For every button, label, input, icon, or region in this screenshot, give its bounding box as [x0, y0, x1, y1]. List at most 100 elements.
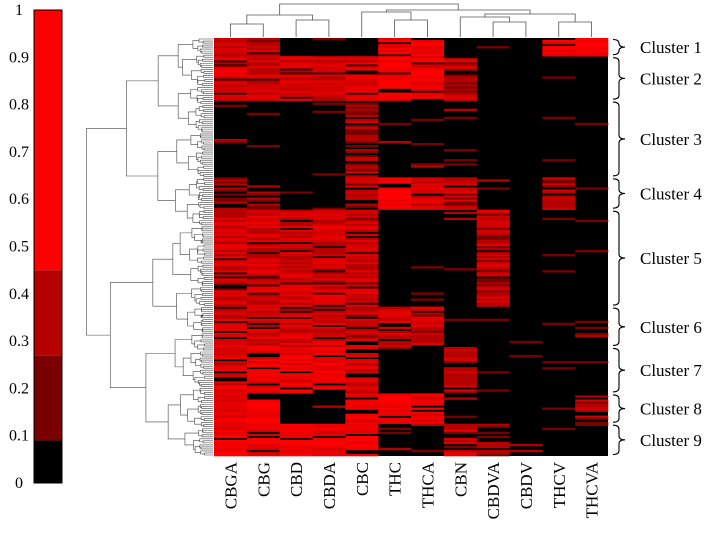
heatmap-cell — [279, 290, 313, 293]
heatmap-cell — [246, 409, 280, 412]
heatmap-cell — [345, 163, 379, 166]
heatmap-cell — [345, 367, 379, 370]
heatmap-cell — [345, 399, 379, 402]
heatmap-cell — [214, 231, 248, 235]
heatmap-cell — [214, 46, 248, 49]
row-dendrogram-link — [201, 83, 213, 86]
row-dendrogram-link — [195, 120, 200, 128]
heatmap-cell — [345, 322, 379, 326]
heatmap-cell — [542, 195, 576, 198]
heatmap-cell — [214, 221, 248, 225]
row-dendrogram-link — [203, 424, 213, 428]
row-dendrogram-link — [202, 75, 213, 78]
row-dendrogram-link — [202, 194, 213, 197]
heatmap-cell — [345, 385, 379, 388]
colorbar-tick-label: 0.3 — [9, 333, 29, 350]
heatmap-cell — [378, 197, 412, 200]
colorbar-tick-label: 0.8 — [9, 97, 29, 114]
heatmap-cell — [443, 389, 477, 392]
heatmap-cell — [378, 46, 412, 49]
heatmap-cell — [279, 361, 313, 364]
heatmap-cell — [345, 96, 379, 99]
heatmap-cell — [246, 274, 280, 277]
heatmap-cell — [378, 64, 412, 67]
heatmap-cell — [345, 393, 379, 396]
heatmap-cell — [312, 314, 346, 317]
row-dendrogram-link — [177, 93, 191, 119]
row-dendrogram-link — [202, 371, 213, 375]
heatmap-cell — [345, 114, 379, 118]
heatmap-cell — [312, 221, 346, 225]
heatmap-cell — [378, 56, 412, 59]
heatmap-cell — [542, 203, 576, 206]
heatmap-cell — [279, 375, 313, 378]
heatmap-cell — [411, 421, 445, 424]
row-dendrogram-link — [197, 87, 213, 92]
cluster-bracket — [612, 394, 626, 423]
heatmap-cell — [575, 44, 609, 47]
row-dendrogram-link — [202, 234, 213, 238]
heatmap-cell — [575, 415, 609, 418]
row-dendrogram-link — [200, 339, 213, 343]
heatmap-cell — [345, 298, 379, 301]
heatmap-cell — [378, 421, 412, 424]
heatmap-cell — [476, 449, 510, 453]
heatmap-cell — [345, 284, 379, 287]
heatmap-cell — [246, 280, 280, 283]
row-dendrogram-link — [86, 128, 127, 336]
heatmap-cell — [345, 181, 379, 184]
heatmap-cell — [411, 84, 445, 87]
heatmap-cell — [214, 435, 248, 439]
heatmap-cell — [312, 58, 346, 61]
heatmap-cell — [411, 66, 445, 69]
heatmap-cell — [345, 381, 379, 384]
heatmap-cell — [214, 38, 248, 41]
heatmap-cell — [214, 310, 248, 313]
heatmap-cell — [246, 262, 280, 265]
heatmap-cell — [214, 441, 248, 445]
heatmap-cell — [345, 219, 379, 223]
heatmap-cell — [411, 54, 445, 57]
heatmap-cell — [345, 363, 379, 366]
heatmap-cell — [345, 82, 379, 85]
heatmap-cell — [575, 403, 609, 406]
row-dendrogram-link — [197, 125, 213, 130]
heatmap-cell — [378, 94, 412, 97]
heatmap-cell — [345, 203, 379, 206]
heatmap-cell — [575, 38, 609, 41]
heatmap-cell — [378, 68, 412, 71]
heatmap-cell — [312, 443, 346, 447]
heatmap-cell — [312, 217, 346, 221]
heatmap-cell — [378, 193, 412, 196]
heatmap-cell — [443, 383, 477, 386]
heatmap-cell — [312, 451, 346, 455]
heatmap-cell — [443, 373, 477, 376]
heatmap-cell — [378, 399, 412, 402]
heatmap-cell — [246, 112, 280, 116]
row-dendrogram-link — [204, 452, 213, 456]
heatmap-cell — [279, 58, 313, 61]
heatmap-cell — [378, 314, 412, 317]
heatmap-cell — [246, 239, 280, 243]
colorbar-tick-label: 0.1 — [9, 428, 29, 445]
row-dendrogram-link — [202, 44, 213, 48]
row-dendrogram-link — [201, 89, 213, 93]
heatmap-cell — [411, 183, 445, 186]
heatmap-cell — [476, 262, 510, 265]
row-dendrogram-link — [191, 335, 203, 345]
row-dendrogram-link — [202, 353, 213, 357]
row-dendrogram-link — [197, 265, 203, 272]
heatmap-cell — [246, 82, 280, 85]
heatmap-cell — [214, 387, 248, 390]
row-dendrogram-link — [200, 446, 213, 450]
heatmap-cell — [214, 395, 248, 398]
heatmap-cell — [246, 379, 280, 382]
heatmap-cell — [246, 350, 280, 354]
row-dendrogram-link — [201, 155, 213, 159]
heatmap-cell — [246, 44, 280, 47]
heatmap-cell — [279, 56, 313, 59]
heatmap-cell — [214, 266, 248, 269]
row-dendrogram-link — [199, 388, 213, 393]
heatmap-cell — [312, 62, 346, 65]
heatmap-cell — [378, 84, 412, 87]
